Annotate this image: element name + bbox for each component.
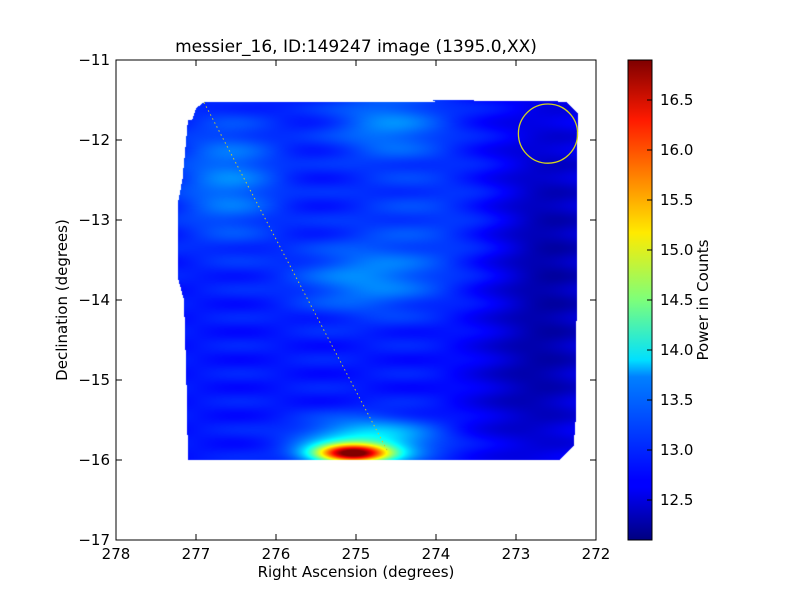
- x-tick-label: 275: [342, 545, 371, 563]
- y-tick-label: −14: [78, 291, 110, 309]
- y-tick-label: −15: [78, 371, 110, 389]
- x-tick-label: 277: [182, 545, 211, 563]
- colorbar-tick-label: 16.5: [660, 91, 693, 109]
- y-axis: −11 −12 −13 −14 −15 −16 −17: [78, 51, 596, 549]
- plot-area: [115, 59, 597, 541]
- y-tick-label: −17: [78, 531, 110, 549]
- x-tick-label: 278: [102, 545, 131, 563]
- y-tick-label: −13: [78, 211, 110, 229]
- colorbar: 12.5 13.0 13.5 14.0 14.5 15.0 15.5 16.0 16.5 Pow…: [627, 59, 712, 541]
- y-axis-label: Declination (degrees): [53, 219, 71, 381]
- x-tick-label: 276: [262, 545, 291, 563]
- x-tick-label: 272: [582, 545, 611, 563]
- x-tick-label: 273: [502, 545, 531, 563]
- colorbar-tick-label: 15.5: [660, 191, 693, 209]
- x-axis-label: Right Ascension (degrees): [258, 563, 455, 581]
- beam-circle: [517, 103, 579, 164]
- colorbar-tick-label: 14.5: [660, 291, 693, 309]
- x-axis: 278 277 276 275 274 273 272: [102, 60, 611, 563]
- colorbar-label: Power in Counts: [694, 239, 712, 360]
- y-tick-label: −16: [78, 451, 110, 469]
- y-tick-label: −12: [78, 131, 110, 149]
- colorbar-ticks: 12.5 13.0 13.5 14.0 14.5 15.0 15.5 16.0 16.5: [647, 91, 693, 509]
- scan-track-line: [203, 102, 389, 453]
- colorbar-tick-label: 15.0: [660, 241, 693, 259]
- colorbar-tick-label: 16.0: [660, 141, 693, 159]
- colorbar-tick-label: 13.0: [660, 441, 693, 459]
- colorbar-tick-label: 12.5: [660, 491, 693, 509]
- colorbar-tick-label: 13.5: [660, 391, 693, 409]
- x-tick-label: 274: [422, 545, 451, 563]
- y-tick-label: −11: [78, 51, 110, 69]
- colorbar-tick-label: 14.0: [660, 341, 693, 359]
- chart-title: messier_16, ID:149247 image (1395.0,XX): [175, 37, 537, 57]
